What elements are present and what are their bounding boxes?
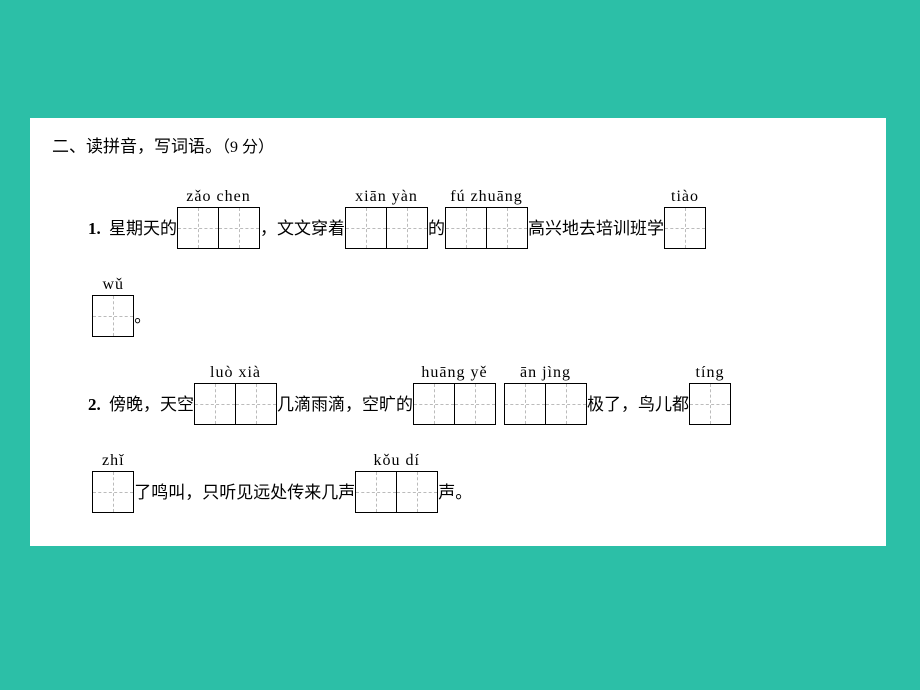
q1-t3: 的	[428, 220, 445, 249]
q1-word-1: zǎo chen	[177, 189, 260, 249]
q2-t5: 声。	[438, 484, 472, 513]
q1-t4: 高兴地去培训班学	[528, 220, 664, 249]
q1-word-4: tiào	[664, 189, 706, 249]
q2-line-1: 2. 傍晚，天空 luò xià 几滴雨滴，空旷的 huāng yě ān jì…	[52, 361, 864, 425]
q1-p4: tiào	[671, 189, 699, 205]
section-text: 读拼音，写词语。	[86, 137, 222, 156]
q1-t2: ，文文穿着	[260, 220, 345, 249]
q2-t2: 几滴雨滴，空旷的	[277, 396, 413, 425]
q2-word-6: kǒu dí	[355, 453, 438, 513]
q1-boxes-2[interactable]	[345, 207, 428, 249]
q1-line-1: 1. 星期天的 zǎo chen ，文文穿着 xiān yàn 的 fú zhu…	[52, 185, 864, 249]
q1-lead: 1. 星期天的	[88, 220, 177, 249]
q2-word-4: tíng	[689, 365, 731, 425]
q2-number: 2.	[88, 395, 101, 414]
q2-boxes-4[interactable]	[689, 383, 731, 425]
q2-boxes-6[interactable]	[355, 471, 438, 513]
q2-p4: tíng	[696, 365, 725, 381]
q2-p5: zhǐ	[102, 453, 125, 469]
q2-word-3: ān jìng	[504, 365, 587, 425]
q2-boxes-3[interactable]	[504, 383, 587, 425]
q1-number: 1.	[88, 219, 101, 238]
section-title: 二、读拼音，写词语。（9 分）	[52, 132, 864, 157]
q1-t1: 星期天的	[105, 219, 177, 238]
q1-p5: wǔ	[102, 277, 124, 293]
q1-boxes-1[interactable]	[177, 207, 260, 249]
q2-t3: 极了，鸟儿都	[587, 396, 689, 425]
q2-t4: 了鸣叫，只听见远处传来几声	[134, 484, 355, 513]
q1-p2: xiān yàn	[355, 189, 418, 205]
q2-p6: kǒu dí	[374, 453, 420, 469]
q1-word-5: wǔ	[92, 277, 134, 337]
q2-p3: ān jìng	[520, 365, 571, 381]
q2-lead: 2. 傍晚，天空	[88, 396, 194, 425]
q1-p1: zǎo chen	[186, 189, 250, 205]
q2-word-2: huāng yě	[413, 365, 496, 425]
q1-word-3: fú zhuāng	[445, 189, 528, 249]
q1-word-2: xiān yàn	[345, 189, 428, 249]
q2-p1: luò xià	[210, 365, 261, 381]
section-number: 二、	[52, 137, 86, 156]
q1-line-2: wǔ 。	[52, 273, 864, 337]
q2-line-2: zhǐ 了鸣叫，只听见远处传来几声 kǒu dí 声。	[52, 449, 864, 513]
q1-p3: fú zhuāng	[450, 189, 523, 205]
q1-t5: 。	[134, 308, 151, 337]
q1-boxes-4[interactable]	[664, 207, 706, 249]
q2-boxes-2[interactable]	[413, 383, 496, 425]
section-points: （9 分）	[222, 139, 274, 156]
worksheet-panel: 二、读拼音，写词语。（9 分） 1. 星期天的 zǎo chen ，文文穿着 x…	[30, 118, 886, 546]
q2-word-5: zhǐ	[92, 453, 134, 513]
q1-boxes-3[interactable]	[445, 207, 528, 249]
q2-boxes-1[interactable]	[194, 383, 277, 425]
q2-t1: 傍晚，天空	[105, 395, 194, 414]
q1-boxes-5[interactable]	[92, 295, 134, 337]
q2-p2: huāng yě	[421, 365, 487, 381]
q2-boxes-5[interactable]	[92, 471, 134, 513]
q2-word-1: luò xià	[194, 365, 277, 425]
